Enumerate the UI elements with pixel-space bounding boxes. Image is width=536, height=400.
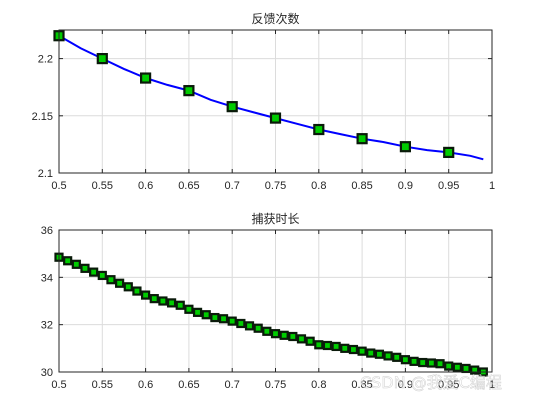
data-point: [357, 346, 367, 356]
data-point: [63, 256, 73, 266]
data-point: [226, 101, 238, 113]
y-tick-label: 2.1: [38, 168, 53, 180]
watermark: CSDN @我爱C编程: [360, 373, 502, 392]
x-tick-label: 0.6: [138, 180, 153, 192]
x-tick-label: 1: [489, 379, 495, 391]
data-point: [97, 270, 107, 281]
data-point: [253, 323, 263, 333]
data-point: [149, 294, 159, 304]
data-point: [262, 326, 272, 336]
x-tick-label: 0.6: [138, 379, 153, 391]
x-tick-label: 0.55: [92, 180, 113, 192]
data-point: [80, 263, 90, 273]
x-tick-label: 0.5: [51, 379, 66, 391]
data-point: [183, 85, 195, 97]
data-point: [418, 357, 428, 368]
data-point: [210, 312, 220, 323]
data-point: [305, 336, 315, 346]
x-tick-label: 0.7: [225, 180, 240, 192]
data-point: [296, 334, 307, 344]
data-point: [288, 331, 298, 342]
x-tick-label: 0.95: [438, 379, 459, 391]
data-point: [374, 349, 385, 359]
data-point: [236, 318, 246, 329]
x-tick-label: 0.85: [351, 379, 372, 391]
panel-feedback-count: 0.5 0.55 0.6 0.65 0.7 0.75 0.8 0.85 0.9 0.95 1 2.1 2…: [32, 11, 495, 192]
series-line: [58, 34, 484, 161]
data-point: [115, 278, 125, 288]
data-point: [71, 259, 81, 269]
data-point: [141, 290, 151, 300]
data-point: [452, 362, 462, 372]
y-tick-label: 2.2: [38, 54, 53, 66]
data-point: [96, 52, 108, 65]
x-tick-label: 0.8: [311, 379, 326, 391]
x-tick-label: 0.75: [265, 180, 286, 192]
data-point: [244, 321, 255, 331]
data-point: [314, 340, 324, 350]
data-point: [269, 112, 282, 124]
x-tick-label: 1: [489, 180, 495, 192]
x-tick-label: 0.5: [51, 180, 66, 192]
y-tick-label: 34: [41, 272, 53, 284]
y-tick-label: 32: [41, 320, 53, 332]
data-point: [399, 141, 411, 153]
data-point: [461, 363, 471, 374]
x-tick-label: 0.8: [311, 180, 326, 192]
data-point: [279, 330, 289, 340]
chart-title: 反馈次数: [251, 11, 299, 26]
data-point: [184, 304, 194, 314]
data-point: [106, 275, 116, 285]
data-point: [443, 146, 455, 159]
data-point: [322, 340, 333, 351]
data-point: [192, 307, 203, 317]
data-point: [435, 359, 445, 369]
data-point: [89, 267, 99, 277]
data-point: [331, 341, 341, 352]
x-tick-label: 0.55: [92, 379, 113, 391]
data-point: [340, 343, 350, 353]
data-point: [400, 355, 410, 365]
data-point: [366, 348, 376, 358]
data-point: [383, 351, 393, 361]
chart-title: 捕获时长: [251, 211, 299, 226]
data-point: [166, 298, 177, 308]
x-tick-label: 0.65: [178, 379, 199, 391]
panel-capture-duration: 0.5 0.55 0.6 0.65 0.7 0.75 0.8 0.85 0.9 0.95 1 30 32…: [41, 211, 495, 391]
data-point: [270, 329, 281, 339]
data-point: [227, 316, 237, 326]
series-line: [58, 256, 484, 373]
data-point: [140, 72, 152, 84]
x-tick-label: 0.9: [398, 379, 413, 391]
data-point: [123, 282, 133, 292]
data-point: [158, 296, 168, 306]
y-tick-label: 2.15: [32, 111, 53, 123]
y-tick-label: 30: [41, 367, 53, 379]
x-tick-label: 0.9: [398, 180, 413, 192]
data-point: [356, 133, 368, 145]
data-point: [132, 286, 142, 296]
x-tick-label: 0.75: [265, 379, 286, 391]
data-point: [175, 300, 185, 310]
data-point: [313, 123, 325, 136]
x-tick-label: 0.7: [225, 379, 240, 391]
data-point: [470, 365, 480, 375]
x-tick-label: 0.85: [351, 180, 372, 192]
x-tick-label: 0.95: [438, 180, 459, 192]
x-tick-label: 0.65: [178, 180, 199, 192]
data-point: [409, 356, 419, 366]
data-point: [201, 310, 211, 320]
data-point: [392, 352, 402, 362]
data-point: [218, 314, 229, 324]
y-tick-label: 36: [41, 225, 53, 237]
data-point: [426, 358, 436, 368]
data-point: [348, 344, 359, 355]
